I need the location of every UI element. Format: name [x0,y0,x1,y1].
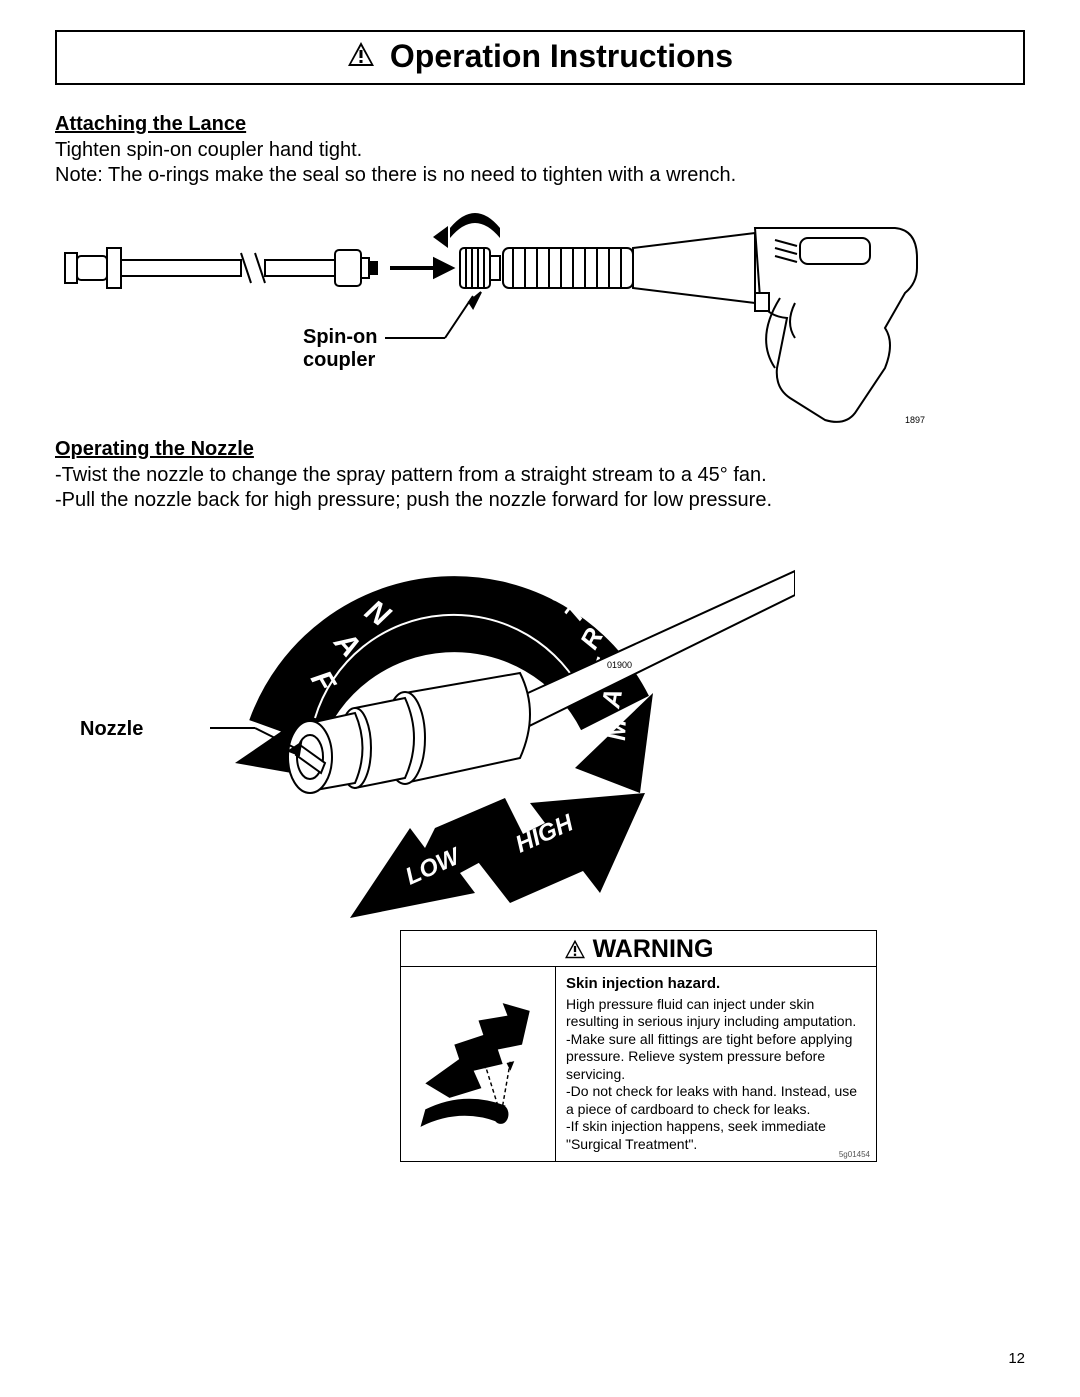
figure-nozzle: F A N S T R E A M [175,523,795,963]
title-box: Operation Instructions [55,30,1025,85]
figure-lance-gun: 1897 Spin-on coupler [55,198,925,428]
warning-box: WARNING [400,930,877,1162]
nozzle-label: Nozzle [80,718,143,741]
warning-p3: -Do not check for leaks with hand. Inste… [566,1083,866,1118]
warning-title: WARNING [593,935,714,963]
warning-p2: -Make sure all fittings are tight before… [566,1031,866,1084]
warning-p4: -If skin injection happens, seek immedia… [566,1118,866,1153]
page-number: 12 [1008,1350,1025,1367]
warning-triangle-icon [347,38,384,74]
page: Operation Instructions Attaching the Lan… [0,0,1080,1397]
hazard-head: Skin injection hazard. [566,975,866,994]
lance-gun-svg: 1897 [55,198,925,428]
warning-hand-icon [401,967,556,1161]
warning-ref: 5g01454 [839,1150,870,1159]
fig2-ref: 01900 [607,660,632,670]
fig1-ref: 1897 [905,415,925,425]
warning-head: WARNING [401,931,876,966]
title-text: Operation Instructions [390,38,733,74]
warning-p1: High pressure fluid can inject under ski… [566,996,866,1031]
spin-on-coupler-label: Spin-on coupler [303,326,473,372]
svg-text:M: M [601,717,632,741]
nozzle-svg: F A N S T R E A M [175,523,795,963]
section1-line1: Tighten spin-on coupler hand tight. [55,138,1025,163]
section2-line1: -Twist the nozzle to change the spray pa… [55,463,1025,488]
section1-line2: Note: The o-rings make the seal so there… [55,163,1025,188]
section2-heading: Operating the Nozzle [55,438,1025,461]
section1-heading: Attaching the Lance [55,113,1025,136]
warning-triangle-icon [564,935,593,963]
section2-line2: -Pull the nozzle back for high pressure;… [55,488,1025,513]
warning-body: Skin injection hazard. High pressure flu… [401,966,876,1161]
warning-text: Skin injection hazard. High pressure flu… [556,967,876,1161]
